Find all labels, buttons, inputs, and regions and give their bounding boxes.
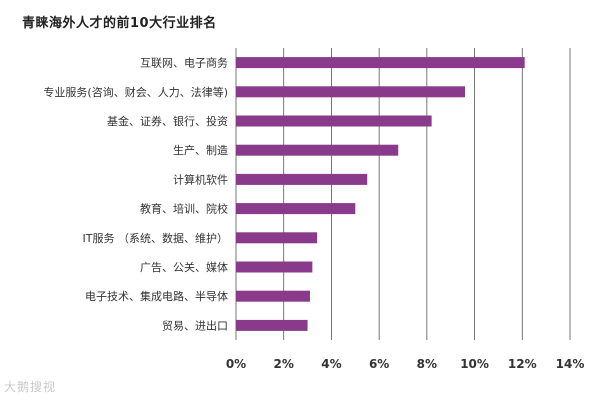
bar-4 [236, 173, 368, 185]
x-tick-label-3: 6% [369, 357, 389, 371]
bar-6 [236, 232, 318, 244]
category-label-4: 计算机软件 [173, 172, 228, 186]
x-tick-label-4: 8% [417, 357, 437, 371]
watermark-text: 大鹅搜视 [4, 380, 57, 394]
chart-title: 青睐海外人才的前10大行业排名 [22, 16, 217, 31]
category-label-9: 贸易、进出口 [162, 318, 228, 332]
bar-2 [236, 115, 432, 127]
x-tick-label-7: 14% [556, 357, 585, 371]
bar-1 [236, 86, 466, 98]
x-tick-label-5: 10% [460, 357, 489, 371]
x-tick-label-2: 4% [321, 357, 341, 371]
bar-5 [236, 203, 356, 215]
bar-7 [236, 261, 313, 273]
bar-0 [236, 57, 525, 69]
category-label-1: 专业服务(咨询、财会、人力、法律等) [43, 85, 228, 99]
category-label-5: 教育、培训、院校 [140, 202, 228, 216]
x-tick-label-6: 12% [508, 357, 537, 371]
category-label-3: 生产、制造 [173, 143, 228, 157]
category-label-7: 广告、公关、媒体 [140, 260, 228, 274]
category-label-2: 基金、证券、银行、投资 [107, 114, 228, 128]
category-label-0: 互联网、电子商务 [140, 56, 228, 70]
x-tick-label-0: 0% [226, 357, 246, 371]
bar-3 [236, 144, 399, 156]
x-tick-label-1: 2% [274, 357, 294, 371]
bar-9 [236, 319, 308, 331]
category-label-8: 电子技术、集成电路、半导体 [85, 289, 228, 303]
category-label-6: IT服务 （系统、数据、维护） [83, 231, 228, 245]
bar-8 [236, 290, 310, 302]
